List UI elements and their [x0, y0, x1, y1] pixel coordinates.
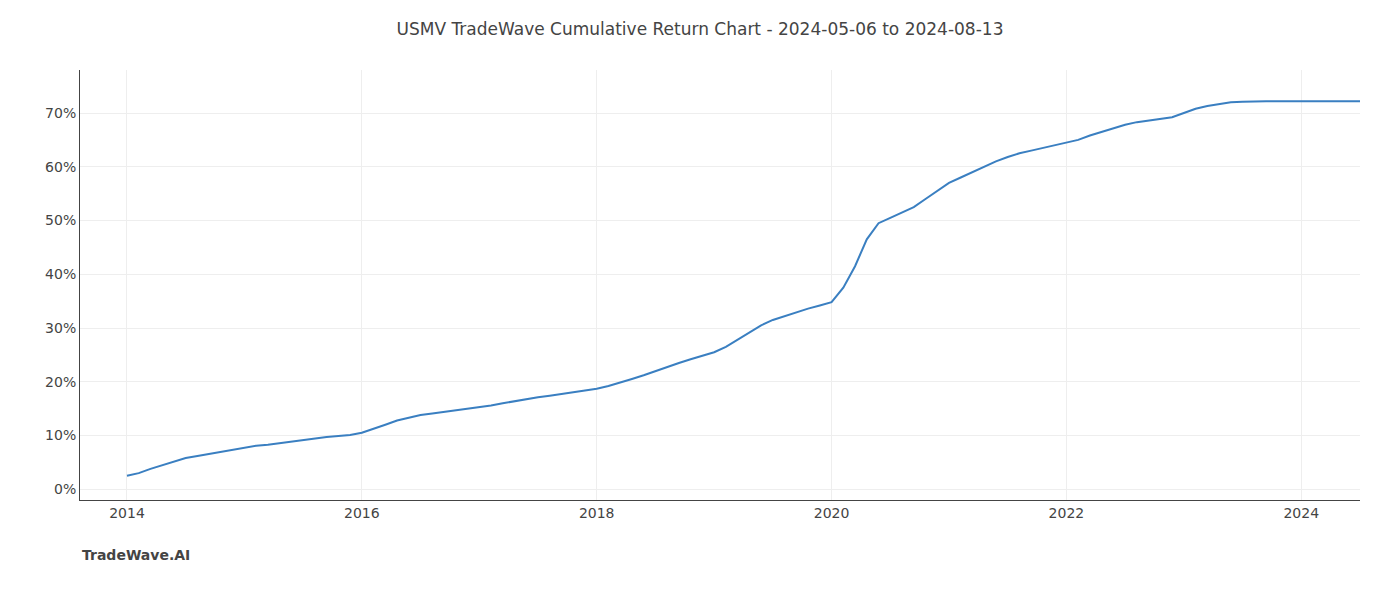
svg-text:2024: 2024	[1283, 505, 1319, 521]
svg-text:TradeWave.AI: TradeWave.AI	[82, 547, 190, 563]
svg-text:40%: 40%	[45, 266, 76, 282]
svg-text:2022: 2022	[1049, 505, 1085, 521]
svg-text:20%: 20%	[45, 374, 76, 390]
svg-text:60%: 60%	[45, 159, 76, 175]
svg-text:10%: 10%	[45, 427, 76, 443]
svg-text:0%: 0%	[54, 481, 76, 497]
svg-text:2018: 2018	[579, 505, 615, 521]
svg-text:30%: 30%	[45, 320, 76, 336]
svg-text:70%: 70%	[45, 105, 76, 121]
svg-text:2020: 2020	[814, 505, 850, 521]
svg-text:USMV TradeWave Cumulative Retu: USMV TradeWave Cumulative Return Chart -…	[397, 19, 1004, 39]
svg-text:50%: 50%	[45, 212, 76, 228]
svg-text:2014: 2014	[109, 505, 145, 521]
svg-text:2016: 2016	[344, 505, 380, 521]
